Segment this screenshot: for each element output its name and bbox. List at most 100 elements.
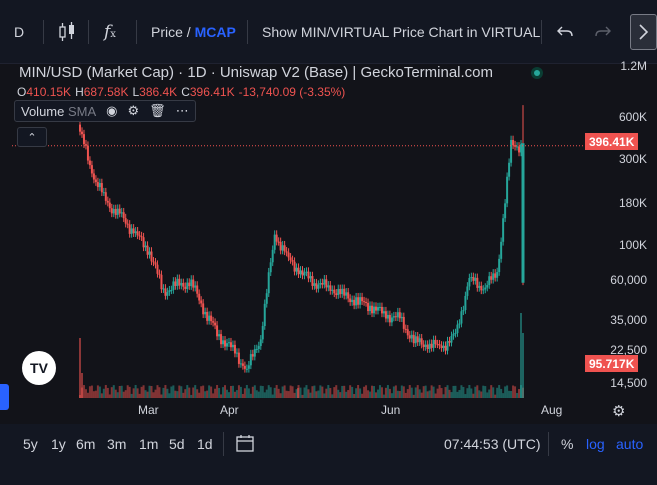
range-3m-button[interactable]: 3m <box>107 436 127 452</box>
volume-bar <box>118 385 121 398</box>
volume-bar <box>337 389 340 398</box>
candle-body <box>380 306 383 314</box>
low-key: L <box>132 85 140 99</box>
candle-body <box>339 288 342 295</box>
candle-body <box>418 338 421 343</box>
volume-bar <box>81 373 83 398</box>
volume-bar <box>180 386 183 398</box>
candle-body <box>206 311 209 321</box>
eye-icon[interactable]: ◉ <box>106 103 118 118</box>
range-1d-button[interactable]: 1d <box>197 436 213 452</box>
volume-bar <box>311 386 314 398</box>
collapse-legend-button[interactable]: ⌃ <box>17 127 47 147</box>
more-icon[interactable]: ⋯ <box>175 103 189 118</box>
candle-body <box>313 283 316 286</box>
volume-bar <box>436 388 439 398</box>
chart-title: MIN/USD (Market Cap) · 1D · Uniswap V2 (… <box>19 64 494 81</box>
range-5y-button[interactable]: 5y <box>23 436 38 452</box>
volume-bar <box>84 389 87 398</box>
volume-bar <box>476 385 479 398</box>
date-range-button[interactable] <box>236 434 254 455</box>
volume-legend[interactable]: Volume SMA ◉ ⚙ 🗑 ⋯ <box>14 100 196 122</box>
range-1y-button[interactable]: 1y <box>51 436 66 452</box>
volume-bar <box>279 393 282 398</box>
side-panel-tab[interactable] <box>0 384 9 410</box>
volume-bar <box>144 390 147 398</box>
volume-bar <box>426 391 429 398</box>
candle-body <box>444 345 447 351</box>
volume-bar <box>502 393 505 398</box>
volume-bar <box>259 385 262 398</box>
candle-body <box>369 305 372 312</box>
volume-bar <box>98 386 101 398</box>
candle-body <box>456 324 459 334</box>
candle-body <box>303 272 306 276</box>
candle-body <box>104 192 107 201</box>
candle-body <box>424 344 427 347</box>
candle-body <box>144 245 147 248</box>
show-virtual-chart-button[interactable]: Show MIN/VIRTUAL Price Chart in VIRTUAL <box>262 0 540 64</box>
candle-body <box>333 289 336 294</box>
price-mcap-toggle[interactable]: Price / MCAP <box>151 0 236 64</box>
open-key: O <box>17 85 27 99</box>
candle-body <box>462 310 465 312</box>
undo-button[interactable] <box>557 0 573 64</box>
redo-button[interactable] <box>595 0 611 64</box>
log-toggle[interactable]: log <box>586 436 605 452</box>
volume-bar <box>412 394 415 398</box>
volume-bar <box>349 385 352 398</box>
volume-bar <box>299 387 302 398</box>
clock-readout[interactable]: 07:44:53 (UTC) <box>444 436 541 452</box>
volume-bar <box>257 391 260 398</box>
candle-body <box>222 340 225 345</box>
candle-body <box>502 218 505 242</box>
volume-bar <box>398 391 401 398</box>
candle-body <box>347 292 350 299</box>
candle-body <box>291 259 294 262</box>
volume-bar <box>486 392 489 398</box>
candle-body <box>174 281 177 286</box>
chart-pane[interactable]: MIN/USD (Market Cap) · 1D · Uniswap V2 (… <box>0 59 657 424</box>
mcap-label: MCAP <box>194 24 236 40</box>
candle-body <box>200 300 203 304</box>
percent-toggle[interactable]: % <box>561 436 574 452</box>
volume-bar <box>410 387 413 398</box>
candles-button[interactable] <box>58 0 76 64</box>
candle-body <box>194 285 197 288</box>
volume-bar <box>494 394 497 398</box>
range-6m-button[interactable]: 6m <box>76 436 96 452</box>
volume-bar <box>96 385 99 398</box>
volume-bar <box>160 394 163 398</box>
settings-gear-icon[interactable]: ⚙ <box>127 103 140 118</box>
range-1m-button[interactable]: 1m <box>139 436 159 452</box>
auto-toggle[interactable]: auto <box>616 436 644 452</box>
trash-icon[interactable]: 🗑 <box>149 103 166 118</box>
tradingview-logo[interactable]: TV <box>22 351 56 385</box>
candle-body <box>289 257 292 260</box>
candle-body <box>353 299 356 306</box>
volume-bar <box>112 385 115 398</box>
expand-button[interactable] <box>630 14 657 50</box>
show-virtual-chart-label: Show MIN/VIRTUAL Price Chart in VIRTUAL <box>262 24 541 40</box>
volume-bar <box>291 386 294 398</box>
volume-bar <box>450 392 453 398</box>
volume-bar <box>172 385 175 398</box>
volume-bar <box>158 387 161 398</box>
indicators-button[interactable]: fx <box>104 0 116 64</box>
volume-bar <box>235 390 238 398</box>
volume-bar <box>140 386 143 398</box>
volume-bar <box>462 386 465 398</box>
candle-body <box>216 325 219 337</box>
axis-settings-icon[interactable]: ⚙ <box>612 403 626 420</box>
volume-bar <box>309 392 312 398</box>
volume-bar <box>176 391 179 398</box>
volume-bar <box>420 392 423 398</box>
interval-button[interactable]: D <box>14 0 24 64</box>
volume-bar <box>170 386 173 398</box>
price-chart[interactable] <box>0 64 657 424</box>
y-tick-label: 35,000 <box>610 313 647 327</box>
high-key: H <box>75 85 84 99</box>
range-5d-button[interactable]: 5d <box>169 436 185 452</box>
open-value: 410.15K <box>26 85 72 99</box>
volume-bar <box>367 390 370 398</box>
